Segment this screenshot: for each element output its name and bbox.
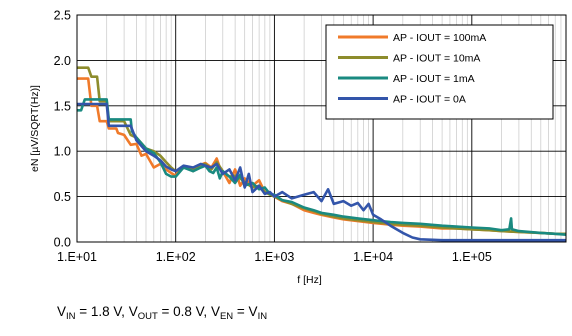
caption-vin-value: = 1.8 V,: [75, 304, 129, 319]
x-tick-label: 1.E+05: [452, 250, 492, 264]
legend-box: [325, 24, 554, 120]
y-tick-label: 0.5: [54, 190, 71, 204]
caption-ven-sub: EN: [219, 311, 234, 322]
series-line-4: [77, 102, 566, 242]
caption-vout-sub: OUT: [137, 311, 158, 322]
series-lines: [77, 66, 567, 242]
y-tick-label: 0.0: [54, 236, 71, 250]
y-tick-labels: 0.0 0.5 1.0 1.5 2.0 2.5: [54, 9, 71, 250]
legend-label: AP - IOUT = 1mA: [393, 73, 475, 85]
caption-vout-value: = 0.8 V,: [157, 304, 211, 319]
caption-vin2-sub: IN: [257, 311, 268, 322]
minor-gridlines: [106, 15, 562, 242]
x-tick-label: 1.E+03: [254, 250, 294, 264]
x-tick-label: 1.E+04: [353, 250, 393, 264]
legend-label: AP - IOUT = 10mA: [393, 53, 480, 65]
caption-ven-eq: =: [233, 304, 249, 319]
noise-chart: 0.00.51.01.52.02.5 1.E+01 1.E+02 1.E+03 1.E…: [29, 9, 567, 286]
x-tick-labels: 1.E+01 1.E+02 1.E+03 1.E+04 1.E+05: [57, 250, 492, 264]
x-tick-label: 1.E+01: [57, 250, 97, 264]
caption-v-letter: V: [57, 304, 67, 319]
y-tick-label: 1.5: [54, 99, 71, 113]
x-tick-label: 1.E+02: [156, 250, 196, 264]
caption-v-letter: V: [248, 304, 258, 319]
legend-label: AP - IOUT = 0A: [393, 94, 466, 106]
caption-vin-sub: IN: [66, 311, 76, 322]
series-line-3: [77, 98, 567, 236]
plot-border: [76, 14, 567, 243]
y-tick-label: 1.0: [54, 145, 71, 159]
y-tick-label: 2.5: [54, 9, 71, 23]
caption-v-letter: V: [128, 304, 138, 319]
conditions-caption: VIN = 1.8 V, VOUT = 0.8 V, VEN = VIN: [57, 304, 268, 322]
legend-label: AP - IOUT = 100mA: [393, 32, 486, 44]
legend: AP - IOUT = 100mA AP - IOUT = 10mA AP - IO…: [325, 24, 554, 120]
y-axis-title: eN [µV/SQRT(Hz)]: [29, 85, 41, 172]
y-tick-label: 2.0: [54, 54, 71, 68]
caption-v-letter: V: [210, 304, 220, 319]
x-axis-title: f [Hz]: [297, 274, 322, 286]
